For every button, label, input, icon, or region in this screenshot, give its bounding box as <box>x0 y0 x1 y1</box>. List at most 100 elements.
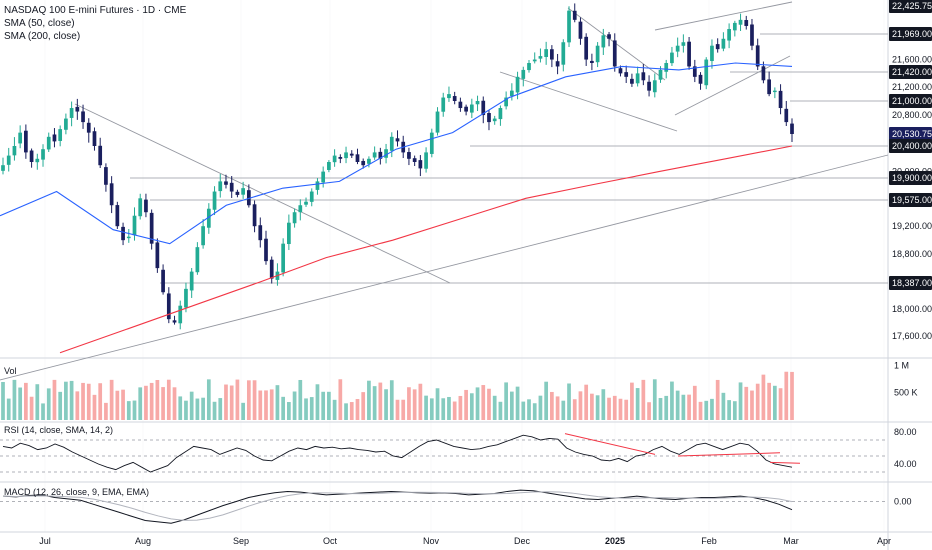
volume-bar <box>98 383 103 420</box>
candle-body <box>69 108 74 118</box>
price-tag-box <box>889 127 932 141</box>
candle-body <box>538 56 543 59</box>
price-tag-box <box>889 65 932 79</box>
volume-bar <box>744 386 749 420</box>
trendline <box>674 55 791 116</box>
candle-body <box>201 226 205 246</box>
volume-bar <box>258 390 263 420</box>
candle-body <box>344 152 348 159</box>
volume-bar <box>235 379 240 420</box>
candle-body <box>584 36 589 60</box>
volume-bar <box>710 398 714 420</box>
volume-bar <box>601 389 606 420</box>
candle-body <box>755 45 760 67</box>
volume-bar <box>355 399 360 420</box>
volume-bar <box>698 401 703 420</box>
volume-bar <box>109 379 114 420</box>
candle-body <box>269 259 274 279</box>
candle-body <box>138 198 143 217</box>
volume-bar <box>201 397 205 420</box>
price-tag-box <box>889 27 932 41</box>
volume-bar <box>469 393 474 420</box>
volume-bar <box>327 391 331 420</box>
volume-bar <box>195 398 200 420</box>
volume-bar <box>652 379 657 420</box>
candle-body <box>195 247 200 273</box>
price-tick-label: 21,600.00 <box>892 55 932 65</box>
macd-line <box>2 489 793 524</box>
rsi-trendline <box>769 461 801 464</box>
volume-bar <box>138 387 143 420</box>
candle-body <box>572 10 577 20</box>
candle-body <box>481 100 486 116</box>
candle-body <box>624 72 629 77</box>
price-tag-box <box>889 0 932 13</box>
candle-body <box>378 151 383 159</box>
candle-body <box>469 104 474 113</box>
volume-bar <box>298 379 303 420</box>
volume-bar <box>755 383 760 420</box>
candle-body <box>658 69 663 80</box>
candle-body <box>670 52 674 64</box>
candle-body <box>384 149 388 158</box>
candle-body <box>790 123 794 134</box>
candle-body <box>258 225 263 241</box>
volume-bar <box>407 387 411 420</box>
price-tag-label: 20,530.75 <box>892 129 932 139</box>
candle-body <box>327 162 331 170</box>
x-tick-label: Oct <box>323 536 338 546</box>
price-tag-box <box>889 171 932 185</box>
candle-body <box>161 269 165 293</box>
volume-bar <box>658 398 663 420</box>
volume-bar <box>481 385 486 420</box>
volume-bar <box>515 386 520 420</box>
volume-bar <box>641 379 646 420</box>
volume-bar <box>761 374 766 420</box>
candle-body <box>241 188 245 195</box>
volume-bar <box>635 388 640 420</box>
candle-body <box>772 90 777 93</box>
chart-title: NASDAQ 100 E-mini Futures · 1D · CME <box>4 5 187 16</box>
volume-bar <box>64 381 68 420</box>
candle-body <box>349 153 354 156</box>
price-tag-box <box>889 193 932 207</box>
price-tag-label: 22,425.75 <box>892 1 932 11</box>
candle-body <box>555 61 560 67</box>
candle-body <box>687 41 691 67</box>
candle-body <box>252 204 257 227</box>
candle-body <box>447 94 451 99</box>
candle-body <box>24 130 28 153</box>
volume-bar <box>738 382 743 420</box>
price-tag-box <box>889 139 932 153</box>
candle-body <box>550 49 554 60</box>
volume-bar <box>349 402 354 420</box>
volume-bar <box>81 382 85 420</box>
volume-bar <box>92 394 97 420</box>
candle-body <box>281 243 286 273</box>
volume-bar <box>538 395 543 420</box>
candle-body <box>544 49 549 58</box>
candle-body <box>212 191 217 210</box>
volume-bar <box>521 401 526 420</box>
volume-bar <box>704 400 709 420</box>
volume-bar <box>264 390 268 420</box>
candle-body <box>395 138 400 142</box>
price-tag-label: 20,400.00 <box>892 141 932 151</box>
volume-bar <box>212 401 217 420</box>
candle-body <box>86 122 91 133</box>
volume-bar <box>458 395 463 420</box>
sma50-line <box>0 62 793 245</box>
volume-bar <box>144 385 148 420</box>
x-tick-label: Aug <box>135 536 151 546</box>
volume-bar <box>572 399 577 420</box>
volume-bar <box>6 398 11 420</box>
volume-bar <box>104 402 108 420</box>
candle-body <box>389 136 394 151</box>
x-tick-label: Jul <box>39 536 51 546</box>
volume-bar <box>287 402 291 420</box>
volume-bar <box>435 388 440 420</box>
volume-bar <box>218 398 223 420</box>
candle-body <box>149 212 154 244</box>
candle-body <box>744 20 749 26</box>
volume-bar <box>52 379 57 420</box>
